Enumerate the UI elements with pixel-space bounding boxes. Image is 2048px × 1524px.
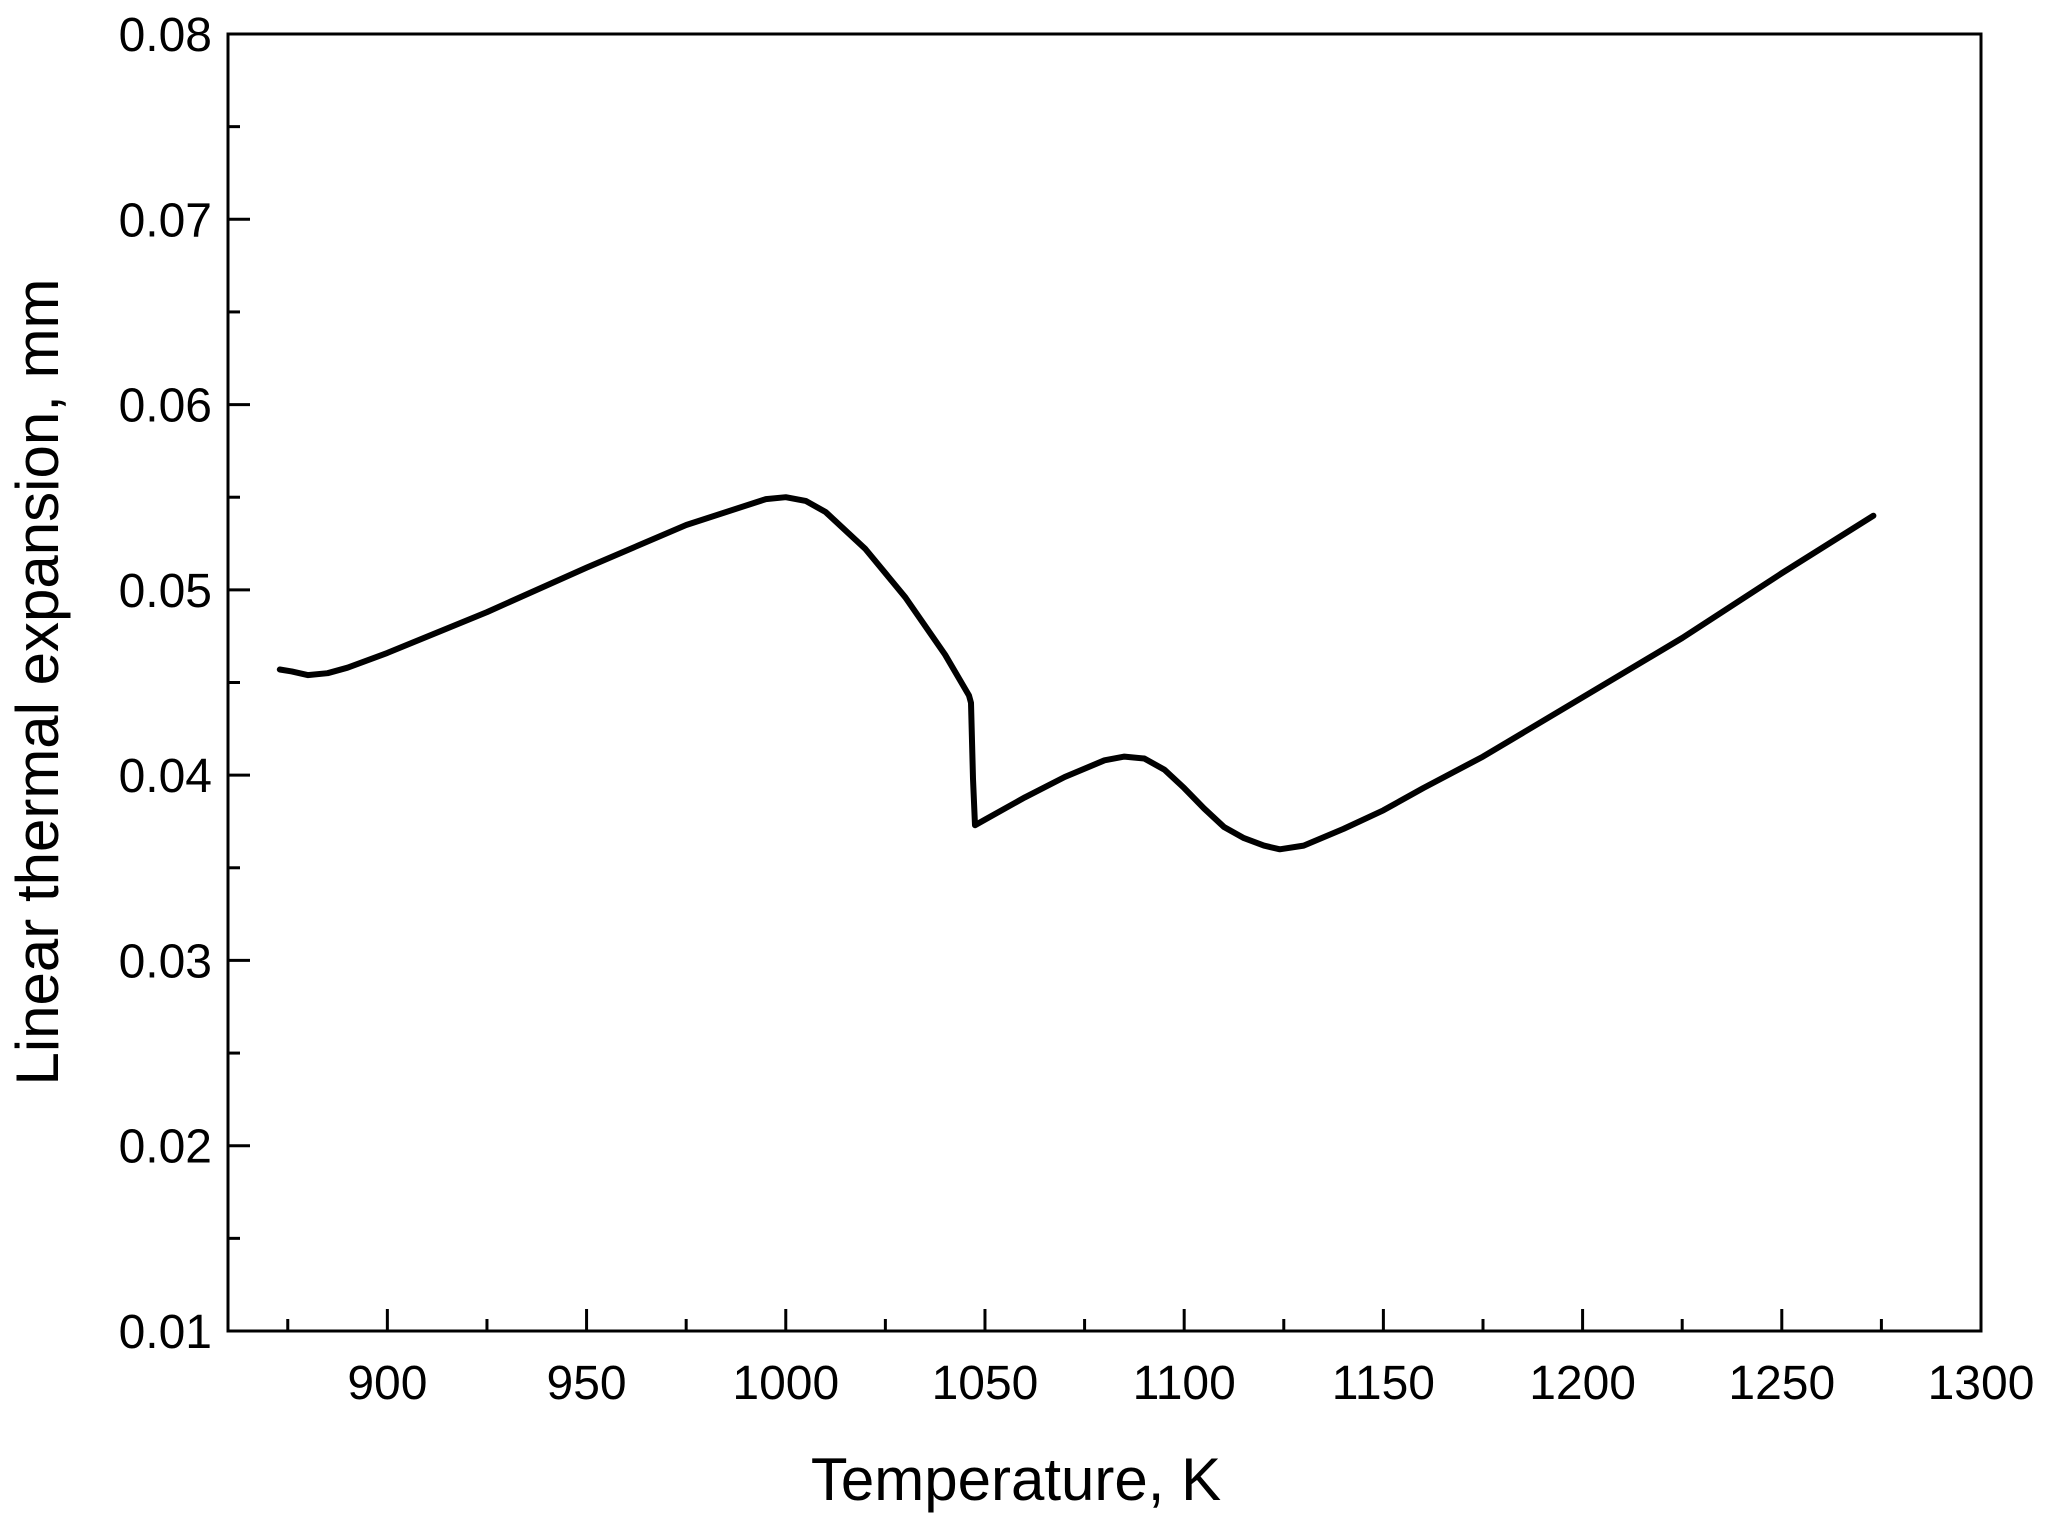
y-axis-label: Linear thermal expansion, mm — [4, 278, 71, 1085]
y-tick-label: 0.02 — [119, 1121, 212, 1174]
x-tick-label: 950 — [547, 1357, 627, 1410]
y-tick-label: 0.04 — [119, 750, 212, 803]
x-tick-label: 1250 — [1728, 1357, 1835, 1410]
x-axis-label: Temperature, K — [811, 1446, 1221, 1513]
x-tick-label: 1050 — [932, 1357, 1039, 1410]
y-tick-label: 0.06 — [119, 380, 212, 433]
y-tick-label: 0.01 — [119, 1306, 212, 1359]
x-axis: 900 950 1000 1050 1100 1150 1200 1250 1300 — [286, 1309, 2035, 1410]
series-line — [276, 494, 1877, 853]
x-tick-label: 1100 — [1133, 1357, 1236, 1410]
x-tick-label: 1150 — [1332, 1357, 1435, 1410]
y-tick-label: 0.07 — [119, 194, 212, 247]
y-tick-label: 0.05 — [119, 565, 212, 618]
x-tick-label: 900 — [347, 1357, 427, 1410]
y-axis: 0.01 0.02 0.03 0.04 0.05 0.06 0.07 0.08 — [119, 9, 250, 1359]
x-tick-label: 1200 — [1529, 1357, 1636, 1410]
plot-frame — [226, 32, 1983, 1333]
y-tick-label: 0.03 — [119, 935, 212, 988]
x-tick-label: 1000 — [732, 1357, 839, 1410]
y-tick-label: 0.08 — [119, 9, 212, 62]
x-tick-label: 1300 — [1928, 1357, 2035, 1410]
